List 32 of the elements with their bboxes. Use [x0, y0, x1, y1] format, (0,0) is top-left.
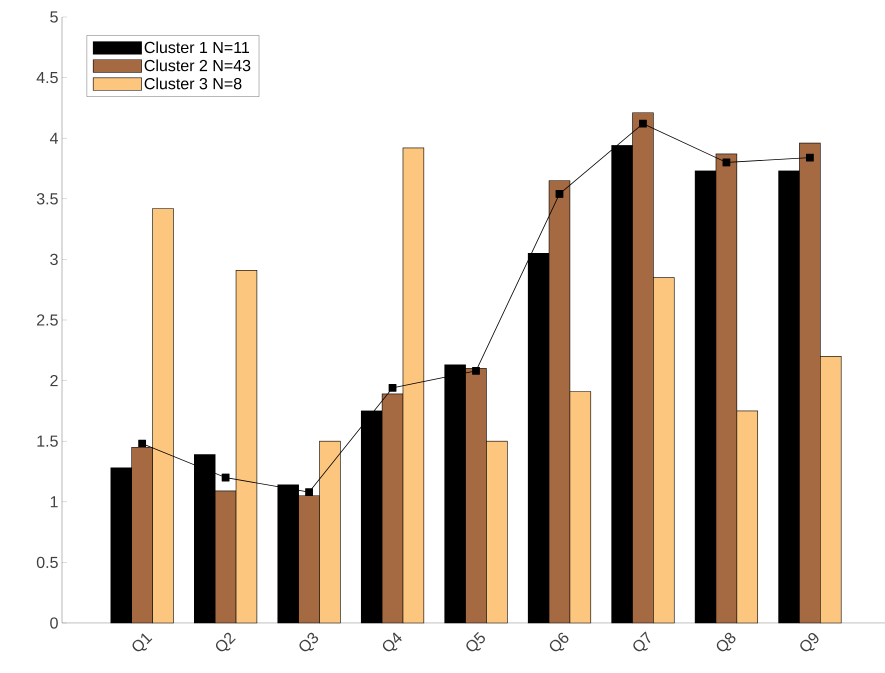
point — [472, 367, 480, 375]
legend-label: Cluster 2 N=43 — [144, 59, 250, 72]
x-tick-label: Q8 — [716, 632, 736, 652]
x-tick-label: Q7 — [633, 632, 650, 652]
x-tick-label: Q4 — [382, 632, 402, 652]
x-tick-label: Q1 — [132, 633, 152, 652]
y-tick-label: 2.5 — [37, 314, 58, 326]
x-tick-label: Q2 — [216, 632, 236, 652]
y-tick-label: 2 — [50, 375, 58, 386]
point — [639, 120, 647, 128]
point — [556, 190, 564, 198]
point — [138, 440, 146, 448]
y-tick-label: 3 — [50, 254, 58, 266]
y-tick-label: 4.5 — [36, 72, 58, 84]
point — [388, 384, 396, 392]
point — [222, 474, 230, 482]
y-tick-label: 0 — [50, 617, 58, 629]
y-tick-label: 1.5 — [37, 436, 58, 447]
x-tick-label: Q6 — [550, 632, 568, 652]
x-tick-label: Q3 — [299, 632, 318, 652]
point — [305, 488, 313, 496]
y-tick-label: 3.5 — [36, 193, 58, 204]
x-tick-label: Q5 — [466, 632, 485, 652]
legend-label: Cluster 1 N=11 — [144, 41, 250, 54]
y-tick-label: 4 — [50, 132, 58, 144]
legend-label: Cluster 3 N=8 — [144, 78, 242, 90]
y-tick-label: 0.5 — [36, 556, 58, 568]
y-tick-label: 5 — [50, 11, 58, 23]
point — [722, 158, 730, 166]
point — [806, 154, 814, 162]
y-tick-label: 1 — [50, 496, 58, 508]
x-tick-label: Q9 — [800, 632, 818, 652]
